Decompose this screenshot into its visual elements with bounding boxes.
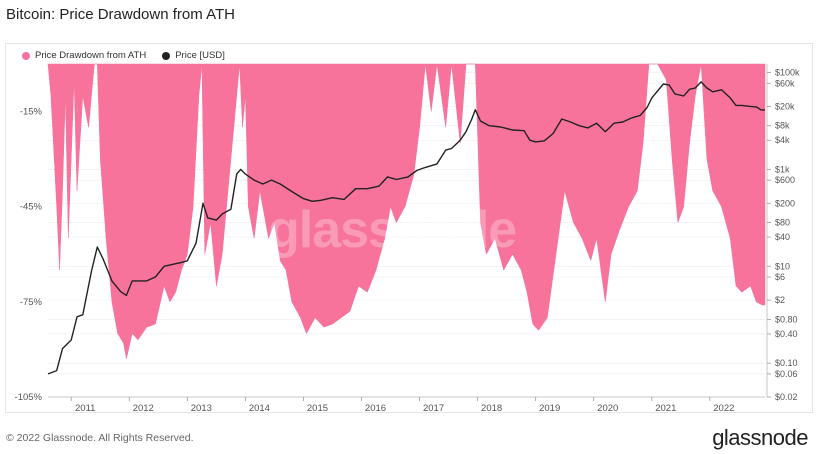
x-axis: 2011 2012 2013 2014 2015 2016 2017 2018 2019 2020… (48, 396, 765, 414)
x-tick-label: 2015 (307, 403, 328, 414)
y-right-tick-label: $10 (775, 261, 790, 271)
watermark-text: glassnode (268, 201, 517, 259)
y-right-tick-label: $0.02 (775, 392, 798, 402)
drawdown-area-path (47, 63, 766, 359)
y-axis-right: $100k$60k$20k$8k$4k$1k$600$200$80$40$10$… (766, 64, 800, 402)
y-left-tick-label: -75% (20, 297, 43, 308)
page-title: Bitcoin: Price Drawdown from ATH (6, 6, 235, 23)
y-left-tick-label: -45% (20, 202, 43, 213)
x-tick-label: 2021 (655, 403, 676, 414)
y-right-tick-label: $40 (775, 232, 790, 242)
x-tick-label: 2013 (191, 403, 212, 414)
legend-dot-drawdown (22, 51, 30, 60)
y-right-tick-label: $0.80 (775, 314, 798, 324)
y-right-tick-label: $2 (775, 295, 785, 305)
x-tick-label: 2017 (423, 403, 444, 414)
copyright-footer: © 2022 Glassnode. All Rights Reserved. (6, 432, 194, 444)
y-right-tick-label: $100k (775, 68, 800, 78)
legend-item-price[interactable]: Price [USD] (162, 50, 225, 61)
y-right-tick-label: $6 (775, 272, 785, 282)
y-axis-left: -15% -45% -75% -105% (15, 107, 43, 403)
x-tick-label: 2019 (539, 403, 560, 414)
x-tick-label: 2022 (713, 403, 734, 414)
y-right-tick-label: $0.40 (775, 329, 798, 339)
y-right-tick-label: $80 (775, 218, 790, 228)
x-tick-label: 2011 (75, 403, 95, 414)
legend-dot-price (162, 51, 171, 60)
drawdown-area (47, 63, 766, 359)
y-right-tick-label: $20k (775, 101, 795, 111)
y-right-tick-label: $1k (775, 164, 790, 174)
y-left-tick-label: -15% (20, 107, 43, 118)
y-right-tick-label: $0.10 (775, 358, 798, 368)
y-right-tick-label: $4k (775, 135, 790, 145)
chart-legend: Price Drawdown from ATH Price [USD] (22, 50, 225, 61)
y-right-tick-label: $60k (775, 78, 795, 88)
x-tick-label: 2018 (481, 403, 502, 414)
brand-logo: glassnode (712, 425, 808, 450)
x-tick-label: 2020 (597, 403, 618, 414)
y-right-tick-label: $200 (775, 198, 795, 208)
price-line-path (47, 81, 766, 375)
y-left-tick-label: -105% (15, 392, 43, 403)
x-tick-label: 2016 (365, 403, 386, 414)
legend-item-drawdown[interactable]: Price Drawdown from ATH (22, 50, 146, 61)
legend-label-drawdown: Price Drawdown from ATH (35, 50, 147, 61)
x-tick-label: 2014 (249, 403, 270, 414)
x-tick-label: 2012 (133, 403, 154, 414)
legend-label-price: Price [USD] (175, 50, 225, 61)
y-right-tick-label: $600 (775, 175, 795, 185)
price-line (47, 81, 766, 375)
y-right-tick-label: $8k (775, 121, 790, 131)
y-right-tick-label: $0.06 (775, 369, 798, 379)
